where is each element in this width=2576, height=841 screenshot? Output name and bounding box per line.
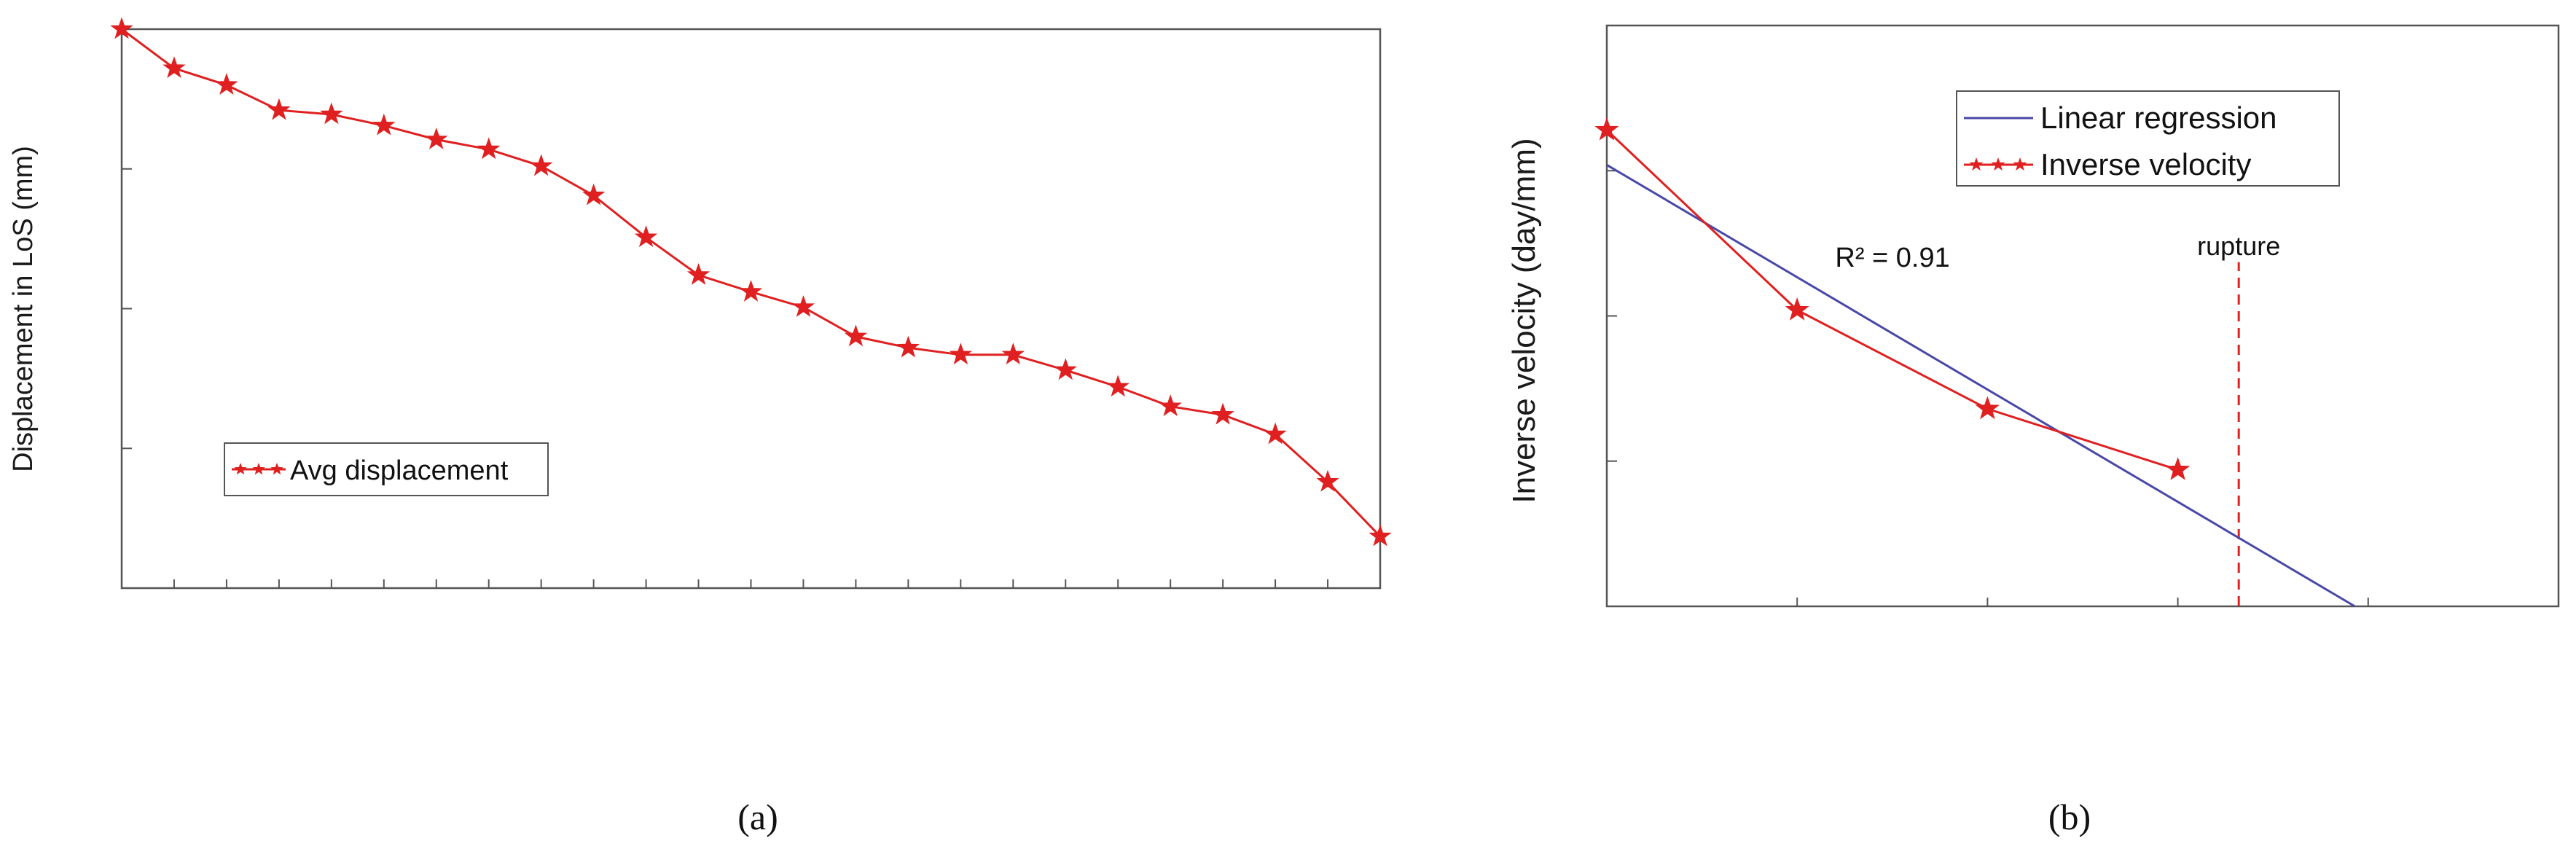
panel-b-series (1594, 117, 2356, 608)
panel-a-y-axis-label: Displacement in LoS (mm) (8, 146, 39, 472)
panel-b-caption: (b) (2048, 797, 2091, 837)
panel-b-data-point (1594, 117, 1619, 141)
panel-a-data-point (1316, 469, 1339, 492)
panel-a-data-point (1211, 402, 1234, 425)
panel-b-inverse-velocity-line (1605, 129, 2179, 472)
panel-b-legend-markers (1969, 157, 2027, 171)
panel-a-legend-label: Avg displacement (290, 455, 509, 486)
panel-b-legend-box (1956, 90, 2340, 187)
panel-a-data-point (372, 113, 396, 136)
panel-a-data-point (1159, 394, 1182, 417)
panel-b-x-axis (1606, 598, 2559, 606)
panel-b-legend-marker (1991, 157, 2005, 171)
panel-b-data-point (2165, 457, 2191, 480)
panel-a-data-point (1369, 524, 1392, 547)
panel-a-legend: Avg displacement (224, 442, 549, 496)
panel-b-regression-line (1606, 163, 2356, 608)
panel-a-data-point (739, 279, 763, 302)
panel-b-legend-marker (1969, 157, 1984, 171)
panel-a-data-point (267, 98, 291, 120)
panel-b-data-point (1785, 297, 1809, 321)
panel-b-annotations: R² = 0.91 rupture (1835, 231, 2280, 273)
panel-a-data-point (1054, 358, 1077, 380)
panel-a-data-point (686, 262, 710, 285)
panel-a-data-point (896, 335, 920, 358)
panel-a-legend-marker (234, 463, 247, 475)
panel-a-data-point (844, 324, 868, 347)
panel-a-data-point (163, 56, 186, 79)
panel-a-data-point (791, 295, 815, 317)
panel-a-legend-markers (234, 463, 283, 475)
panel-a-data-point (949, 343, 973, 365)
panel-a-data-point (110, 17, 133, 39)
panel-a-data-point (529, 154, 553, 176)
panel-a-series-avg-displacement (110, 17, 1392, 547)
panel-b-legend: Linear regression Inverse velocity (1956, 90, 2340, 187)
panel-a-data-point (477, 137, 501, 160)
panel-a-x-axis (121, 579, 1381, 588)
panel-a-data-point (215, 73, 238, 95)
panel-a-data-point (1106, 375, 1130, 397)
panel-a-displacement-chart: Displacement in LoS (mm) Avg displacemen… (8, 17, 1392, 837)
panel-a-caption: (a) (737, 797, 778, 837)
panel-a-data-point (320, 102, 343, 125)
panel-a-data-point (1264, 422, 1287, 445)
panel-b-r-squared-label: R² = 0.91 (1835, 243, 1949, 273)
panel-a-data-point (1001, 343, 1025, 365)
panel-b-data-point (1975, 396, 2000, 420)
panel-a-data-point (425, 127, 448, 149)
panel-b-y-axis-label: Inverse velocity (day/mm) (1506, 138, 1542, 503)
panel-a-data-point (582, 183, 606, 206)
panel-a-legend-marker (252, 463, 265, 475)
panel-b-legend-velocity-label: Inverse velocity (2040, 147, 2251, 181)
panel-b-inverse-velocity-chart: Inverse velocity (day/mm) R² = 0.91 rupt… (1506, 24, 2560, 837)
panel-b-legend-marker (2013, 157, 2027, 171)
panel-a-legend-marker (270, 463, 283, 475)
panel-b-rupture-label: rupture (2197, 231, 2280, 261)
panel-a-data-point (634, 225, 658, 248)
panel-b-legend-regression-label: Linear regression (2040, 101, 2277, 135)
